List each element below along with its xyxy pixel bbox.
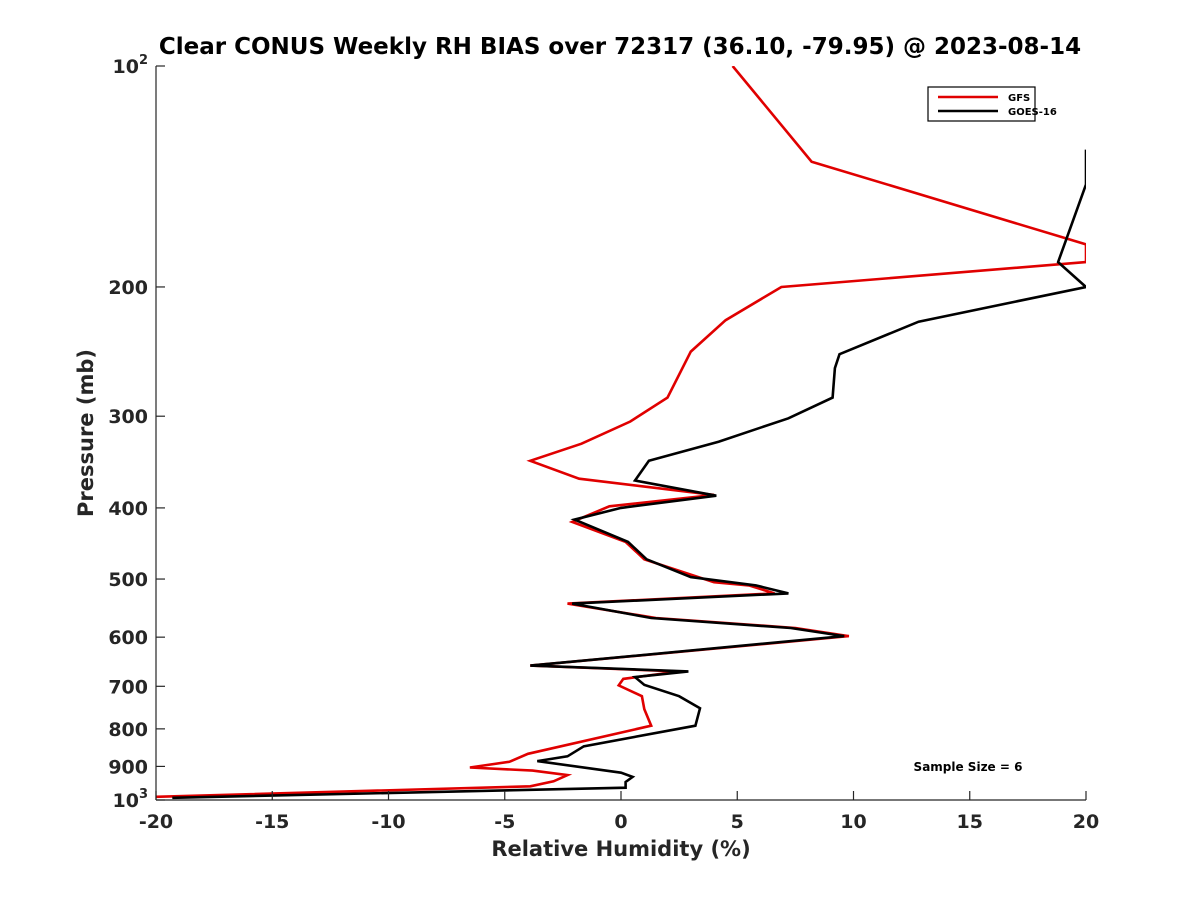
series-line-goes-16 bbox=[172, 149, 1086, 800]
legend: GFS GOES-16 bbox=[927, 86, 1057, 122]
chart-title: Clear CONUS Weekly RH BIAS over 72317 (3… bbox=[159, 34, 1081, 60]
y-tick-label: 103 bbox=[113, 787, 149, 812]
x-tick-label: 20 bbox=[1073, 811, 1099, 833]
y-tick-label: 800 bbox=[108, 719, 148, 741]
sample-size-annotation: Sample Size = 6 bbox=[914, 760, 1023, 774]
x-axis-label: Relative Humidity (%) bbox=[491, 837, 750, 861]
y-tick-label: 200 bbox=[108, 277, 148, 299]
y-axis-label: Pressure (mb) bbox=[74, 349, 98, 517]
legend-box bbox=[927, 86, 1036, 122]
y-tick-label: 700 bbox=[108, 676, 148, 698]
x-tick-label: -10 bbox=[371, 811, 405, 833]
y-tick-label: 500 bbox=[108, 569, 148, 591]
y-ticks: 102 200 300 400 500 600 700 800 900 103 bbox=[108, 53, 165, 812]
x-tick-label: 10 bbox=[840, 811, 866, 833]
legend-label-goes-16: GOES-16 bbox=[1008, 107, 1057, 118]
legend-label-gfs: GFS bbox=[1008, 93, 1030, 104]
y-tick-label: 400 bbox=[108, 498, 148, 520]
y-tick-label: 600 bbox=[108, 627, 148, 649]
x-tick-label: -20 bbox=[139, 811, 173, 833]
series-layer bbox=[156, 66, 1086, 800]
x-tick-label: -15 bbox=[255, 811, 289, 833]
y-tick-label: 102 bbox=[113, 53, 149, 78]
y-tick-label: 300 bbox=[108, 406, 148, 428]
x-ticks: -20 -15 -10 -5 0 5 10 15 20 bbox=[139, 791, 1099, 833]
y-tick-label: 900 bbox=[108, 756, 148, 778]
x-tick-label: 0 bbox=[614, 811, 627, 833]
x-tick-label: 5 bbox=[731, 811, 744, 833]
x-tick-label: -5 bbox=[494, 811, 515, 833]
x-tick-label: 15 bbox=[957, 811, 983, 833]
